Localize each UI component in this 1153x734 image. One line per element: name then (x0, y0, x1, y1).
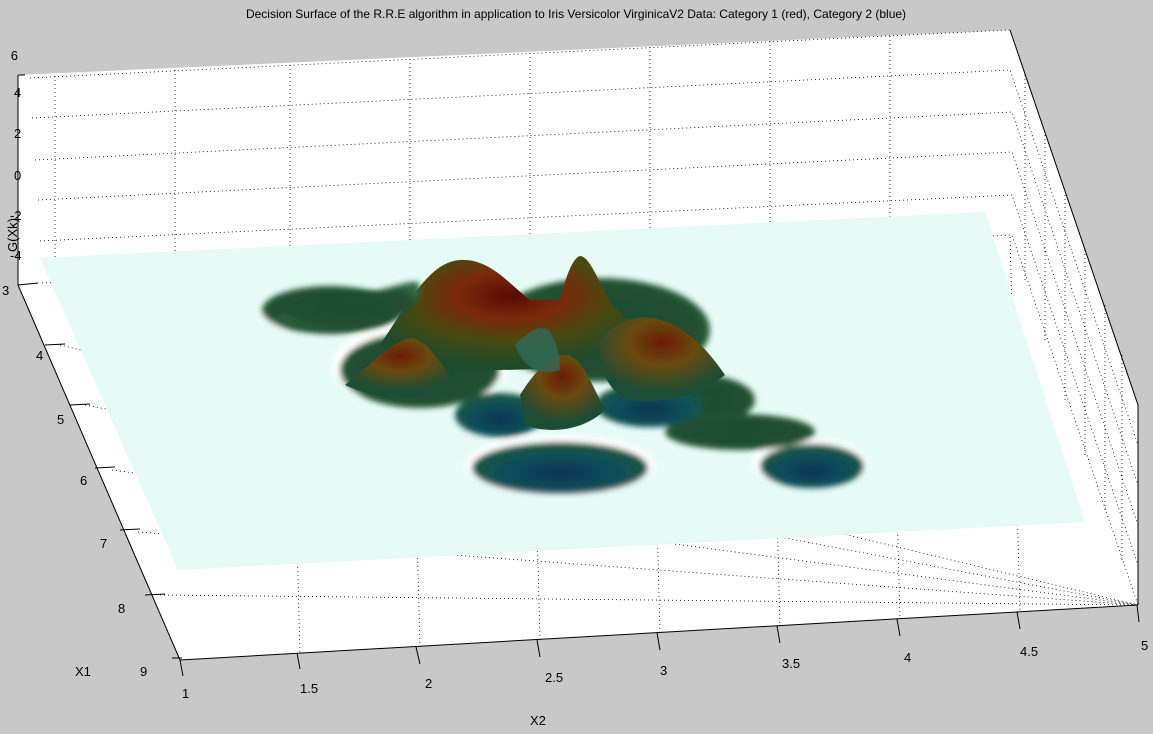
x-tick-label: 1 (182, 686, 189, 701)
y-axis-ticks: 3 4 5 6 7 8 9 (2, 282, 182, 679)
x-tick-label: 5 (1141, 638, 1148, 653)
z-tick-label: -4 (10, 248, 22, 263)
x-tick-label: 3.5 (782, 656, 800, 671)
y-tick-label: 8 (118, 601, 125, 616)
axes-box-edges (17, 29, 1139, 661)
x-tick-label: 2 (425, 676, 432, 691)
surface-peaks (275, 256, 725, 430)
z-tick-label: 6 (11, 48, 18, 63)
x-tick-label: 3 (660, 663, 667, 678)
z-tick-label: -2 (10, 208, 22, 223)
y-tick-label: 5 (57, 412, 64, 427)
x-axis-label: X2 (530, 713, 546, 728)
z-tick-label: 4 (14, 85, 21, 100)
z-tick-label: 0 (14, 168, 21, 183)
y-tick-label: 4 (36, 348, 43, 363)
x-axis-ticks: 1 1.5 2 2.5 3 3.5 4 4.5 5 (179, 604, 1148, 701)
y-tick-label: 9 (140, 664, 147, 679)
chart-title: Decision Surface of the R.R.E algorithm … (246, 7, 906, 21)
z-axis-label: G(Xk) (5, 218, 20, 252)
y-tick-label: 6 (80, 473, 87, 488)
x-tick-label: 1.5 (300, 681, 318, 696)
z-tick-label: 2 (14, 126, 21, 141)
y-tick-label: 3 (2, 283, 9, 298)
back-wall-vertical-grid (54, 36, 891, 285)
back-wall-grid (29, 29, 1139, 606)
x-tick-label: 2.5 (545, 670, 563, 685)
z-axis-ticks: 6 4 2 0 -2 -4 (10, 48, 25, 263)
x-tick-label: 4 (904, 650, 911, 665)
y-tick-label: 7 (100, 536, 107, 551)
x-tick-label: 4.5 (1020, 644, 1038, 659)
y-axis-label: X1 (75, 664, 91, 679)
